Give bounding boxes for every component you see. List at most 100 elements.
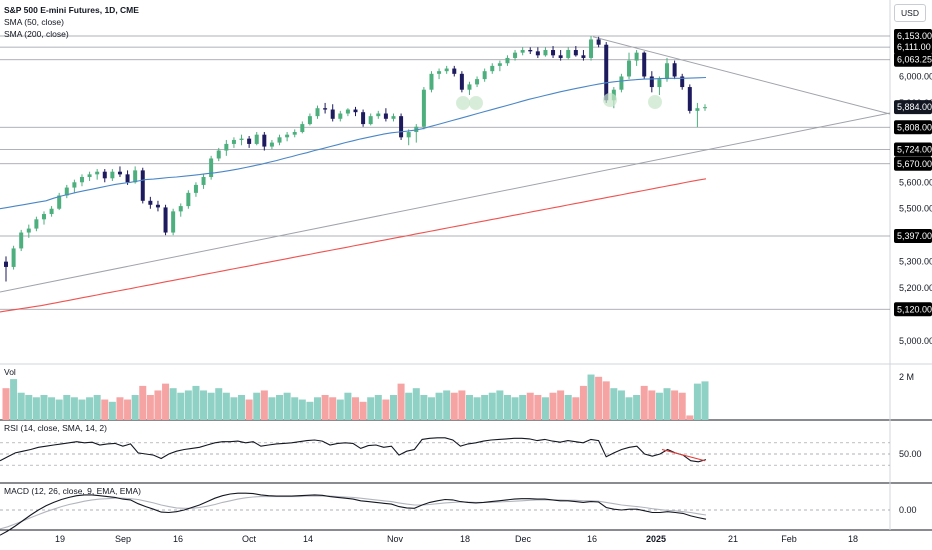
volume-bar xyxy=(32,397,40,420)
volume-bar xyxy=(253,392,261,420)
candle-body xyxy=(163,207,168,233)
volume-bar xyxy=(405,392,413,420)
candle-body xyxy=(277,137,282,143)
price-tag-box xyxy=(894,40,932,55)
price-tag-box xyxy=(894,120,932,135)
candle-body xyxy=(323,108,328,110)
volume-bar xyxy=(693,383,701,420)
candle-body xyxy=(307,116,312,125)
time-axis-label: Sep xyxy=(115,534,131,544)
volume-bar xyxy=(382,399,390,420)
price-tag-label: 5,397.00 xyxy=(897,231,932,241)
volume-bar xyxy=(184,390,192,420)
volume-bar xyxy=(108,401,116,420)
candle-body xyxy=(247,138,252,144)
volume-bar xyxy=(617,390,625,420)
candle-body xyxy=(87,174,92,177)
price-tag-box xyxy=(894,142,932,157)
volume-bar xyxy=(192,385,200,420)
candle-body xyxy=(171,211,176,233)
candle-body xyxy=(505,57,510,64)
volume-bar xyxy=(169,388,177,420)
candle-body xyxy=(452,68,457,74)
price-tag-label: 5,120.00 xyxy=(897,304,932,314)
time-axis-label: 16 xyxy=(173,534,183,544)
volume-bar xyxy=(124,399,132,420)
time-axis-label: Dec xyxy=(515,534,532,544)
price-tag-box xyxy=(894,156,932,171)
rising-trendline xyxy=(0,112,891,293)
falling-trendline xyxy=(592,36,891,115)
candle-body xyxy=(513,52,518,58)
rsi-line xyxy=(0,437,707,463)
candle-body xyxy=(528,50,533,52)
price-tag-label: 5,724.00 xyxy=(897,144,932,154)
candle-body xyxy=(421,89,426,127)
candle-body xyxy=(224,143,229,151)
volume-bar xyxy=(595,376,603,420)
volume-bar xyxy=(291,397,299,420)
price-tag-box xyxy=(894,302,932,317)
volume-bar xyxy=(420,395,428,420)
candle-body xyxy=(581,55,586,58)
candle-body xyxy=(520,50,525,53)
volume-bar xyxy=(397,383,405,420)
candle-body xyxy=(186,192,191,207)
candle-body xyxy=(110,171,115,179)
volume-bar xyxy=(549,392,557,420)
volume-bar xyxy=(465,395,473,420)
rsi-axis-label: 50.00 xyxy=(899,449,922,459)
price-tick-label: 5,000.00 xyxy=(899,336,932,346)
candle-body xyxy=(155,204,160,208)
price-tag-label: 6,063.25 xyxy=(897,55,932,65)
volume-bar xyxy=(321,395,329,420)
volume-bar xyxy=(496,390,504,420)
candle-body xyxy=(475,79,480,85)
volume-bar xyxy=(534,395,542,420)
candle-body xyxy=(459,73,464,90)
candle-body xyxy=(125,174,130,183)
candle-body xyxy=(444,68,449,72)
volume-bar xyxy=(222,392,230,420)
volume-bar xyxy=(427,397,435,420)
volume-bar xyxy=(154,390,162,420)
volume-bar xyxy=(17,392,25,420)
time-axis-label: Feb xyxy=(781,534,797,544)
candle-body xyxy=(695,108,700,111)
volume-bar xyxy=(329,397,337,420)
candle-body xyxy=(703,107,707,109)
volume-bar xyxy=(116,397,124,420)
volume-bar xyxy=(541,397,549,420)
volume-bar xyxy=(283,392,291,420)
volume-bar xyxy=(40,395,48,420)
volume-bar xyxy=(443,390,451,420)
volume-bar xyxy=(640,385,648,420)
candle-body xyxy=(19,232,24,249)
candle-body xyxy=(490,65,495,72)
volume-bar xyxy=(25,395,33,420)
macd-line xyxy=(0,492,707,536)
candle-body xyxy=(140,170,145,201)
time-axis-label: Nov xyxy=(387,534,404,544)
volume-bar xyxy=(602,381,610,420)
candle-body xyxy=(216,150,221,159)
volume-bar xyxy=(564,395,572,420)
currency-button[interactable]: USD xyxy=(894,4,926,22)
time-axis-label: 19 xyxy=(55,534,65,544)
volume-bar xyxy=(633,395,641,420)
candle-body xyxy=(596,39,601,45)
volume-bar xyxy=(10,379,18,420)
volume-bar xyxy=(701,381,709,420)
candle-body xyxy=(11,248,16,267)
price-tag-label: 6,111.00 xyxy=(897,42,931,52)
volume-bar xyxy=(260,390,268,420)
candle-body xyxy=(680,76,685,88)
candle-body xyxy=(201,176,206,185)
volume-bar xyxy=(648,390,656,420)
candle-body xyxy=(497,63,502,66)
candle-body xyxy=(254,134,259,144)
macd-pane-title: MACD (12, 26, close, 9, EMA, EMA) xyxy=(4,486,141,496)
volume-bar xyxy=(298,399,306,420)
candle-body xyxy=(315,108,320,117)
